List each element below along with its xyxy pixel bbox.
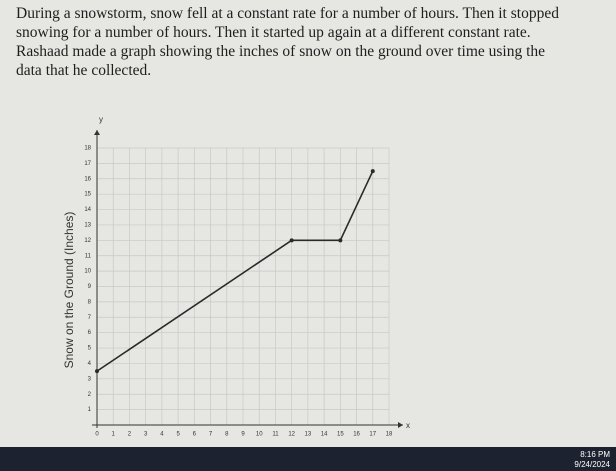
x-tick-label: 5 xyxy=(176,432,180,438)
text-line: snowing for a number of hours. Then it s… xyxy=(16,24,531,41)
x-tick-label: 2 xyxy=(128,432,132,438)
y-tick-label: 11 xyxy=(85,253,92,259)
y-tick-label: 4 xyxy=(88,361,92,367)
y-tick-label: 9 xyxy=(88,284,92,290)
x-tick-label: 9 xyxy=(241,432,245,438)
x-tick-label: 10 xyxy=(256,432,263,438)
data-point xyxy=(95,369,99,374)
clock-date: 9/24/2024 xyxy=(574,460,610,469)
y-tick-label: 2 xyxy=(88,392,92,398)
y-tick-label: 5 xyxy=(88,346,92,352)
data-point xyxy=(370,169,375,174)
y-tick-label: 12 xyxy=(84,238,91,244)
x-tick-label: 6 xyxy=(193,432,197,438)
x-tick-label: 12 xyxy=(288,432,295,438)
x-tick-label: 16 xyxy=(353,432,360,438)
text-line: data that he collected. xyxy=(16,62,152,79)
x-tick-label: 11 xyxy=(272,432,279,438)
x-tick-label: 3 xyxy=(144,432,148,438)
x-tick-label: 1 xyxy=(112,432,116,438)
y-tick-label: 3 xyxy=(88,376,92,382)
x-tick-label: 17 xyxy=(369,432,376,438)
y-tick-label: 16 xyxy=(84,176,91,182)
text-line: Rashaad made a graph showing the inches … xyxy=(16,43,546,60)
taskbar: 8:16 PM 9/24/2024 xyxy=(0,447,616,471)
x-tick-label: 7 xyxy=(209,432,213,438)
y-tick-label: 14 xyxy=(84,207,91,213)
data-point xyxy=(289,238,294,243)
x-tick-label: 18 xyxy=(386,432,393,438)
axis-arrow xyxy=(398,422,403,428)
y-tick-label: 8 xyxy=(88,299,92,305)
y-tick-label: 6 xyxy=(88,330,92,336)
y-axis-name: y xyxy=(99,115,103,124)
data-point xyxy=(338,238,343,243)
y-axis-label: Snow on the Ground (Inches) xyxy=(62,212,76,369)
y-tick-label: 1 xyxy=(88,407,92,413)
clock-time: 8:16 PM xyxy=(580,450,610,459)
y-tick-label: 15 xyxy=(84,192,91,198)
x-tick-label: 4 xyxy=(160,432,164,438)
text-line: During a snowstorm, snow fell at a const… xyxy=(16,5,559,22)
y-tick-label: 18 xyxy=(84,146,91,152)
x-tick-label: 13 xyxy=(305,432,312,438)
data-line xyxy=(96,170,374,372)
x-tick-label: 15 xyxy=(337,432,344,438)
problem-text: During a snowstorm, snow fell at a const… xyxy=(16,4,559,80)
x-tick-label: 8 xyxy=(225,432,229,438)
y-tick-label: 13 xyxy=(84,223,91,229)
x-tick-label: 0 xyxy=(95,432,99,438)
y-tick-label: 17 xyxy=(84,161,91,167)
x-axis-name: x xyxy=(406,421,410,430)
x-tick-label: 14 xyxy=(321,432,328,438)
y-tick-label: 10 xyxy=(84,269,91,275)
axis-arrow xyxy=(94,130,100,135)
y-tick-label: 7 xyxy=(88,315,92,321)
